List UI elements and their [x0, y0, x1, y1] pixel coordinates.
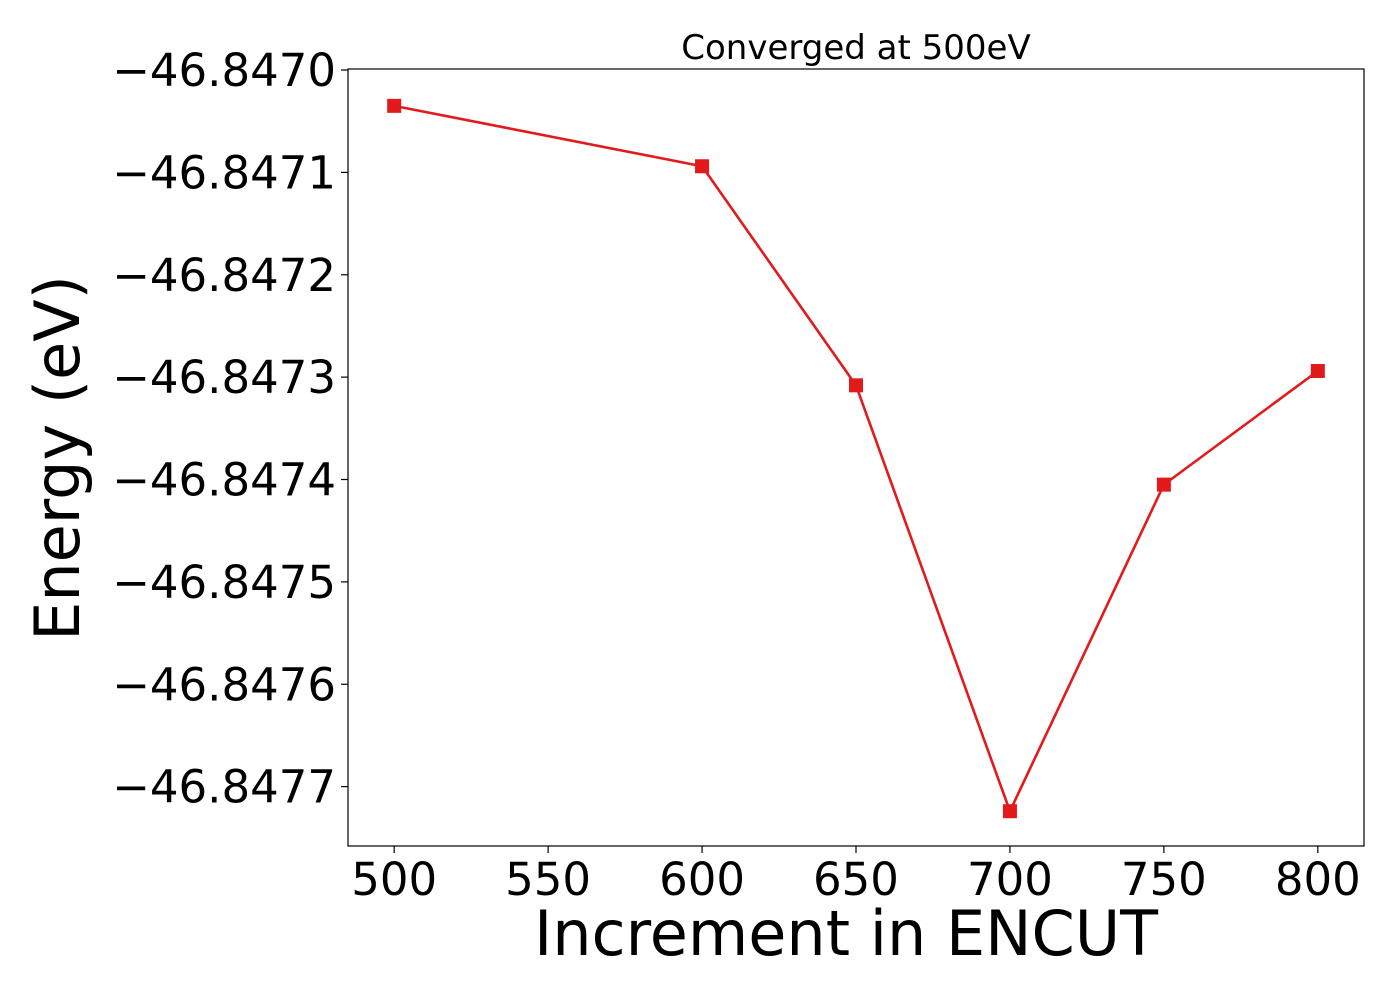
y-tick-label: −46.8472	[112, 249, 336, 302]
y-tick-label: −46.8477	[112, 761, 336, 814]
y-tick-label: −46.8475	[112, 556, 336, 609]
plot-frame	[347, 68, 1365, 847]
data-point-marker	[1002, 804, 1017, 819]
y-tick-label: −46.8474	[112, 454, 336, 507]
data-point-marker	[387, 98, 402, 113]
x-tick-label: 600	[659, 853, 745, 906]
y-axis-ticks: −46.8470 −46.8471 −46.8472 −46.8473 −46.8474…	[112, 44, 348, 814]
y-tick-label: −46.8476	[112, 658, 336, 711]
data-point-marker	[1310, 363, 1325, 378]
series-layer	[387, 98, 1325, 819]
y-tick-label: −46.8471	[112, 146, 336, 199]
x-tick-label: 550	[505, 853, 591, 906]
y-tick-label: −46.8470	[112, 44, 336, 97]
data-point-marker	[1156, 477, 1171, 492]
x-axis-ticks: 500 550 600 650 700 750 800	[351, 846, 1361, 906]
x-axis-label: Increment in ENCUT	[534, 897, 1159, 970]
plot-background	[348, 69, 1364, 846]
chart-title: Converged at 500eV	[681, 28, 1030, 68]
x-tick-label: 500	[351, 853, 437, 906]
data-point-marker	[849, 378, 863, 393]
x-tick-label: 800	[1275, 853, 1361, 906]
y-tick-label: −46.8473	[112, 351, 336, 404]
series-line	[393, 104, 1319, 813]
y-axis-label: Energy (eV)	[21, 275, 94, 641]
data-point-marker	[695, 159, 710, 174]
x-tick-label: 650	[813, 853, 899, 906]
x-tick-label: 700	[967, 853, 1053, 906]
x-tick-label: 750	[1121, 853, 1207, 906]
